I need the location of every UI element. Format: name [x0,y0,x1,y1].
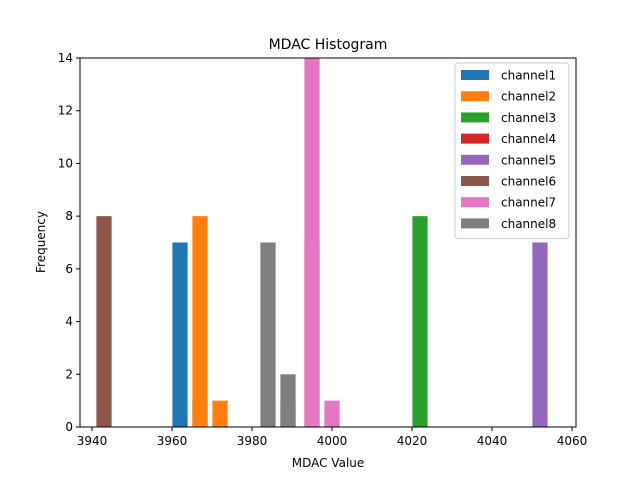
bars-layer [96,58,548,427]
bar-channel2-0 [192,216,208,427]
bar-channel5-0 [532,242,548,427]
y-tick-label: 10 [58,156,73,170]
bar-channel6-0 [96,216,112,427]
legend-swatch-channel5 [461,154,489,165]
legend-swatch-channel1 [461,70,489,80]
bar-channel1-0 [172,242,188,427]
y-tick-label: 6 [65,262,73,276]
legend-swatch-channel6 [461,176,489,186]
bar-channel3-0 [412,216,428,427]
x-axis-label: MDAC Value [292,456,365,470]
plot-area-frame [79,57,577,428]
x-tick-label: 4000 [317,434,348,448]
x-tick-label: 3960 [157,434,188,448]
y-axis-label: Frequency [34,211,48,273]
y-tick-label: 14 [58,51,73,65]
y-tick-label: 0 [65,420,73,434]
legend: channel1 channel2 channel3 channel4 channel5… [454,62,570,240]
chart-title: MDAC Histogram [269,37,388,53]
legend-frame [454,62,570,240]
x-tick-label: 3980 [237,434,268,448]
legend-label-channel6: channel6 [501,175,556,189]
x-axis: 3940 3960 3980 4000 4020 4040 4060 [77,427,588,448]
y-tick-label: 4 [65,315,73,329]
legend-swatch-channel2 [461,91,489,102]
bar-channel8-0 [260,242,276,427]
x-tick-label: 4020 [397,434,428,448]
x-tick-label: 4040 [477,434,508,448]
legend-label-channel7: channel7 [501,196,556,210]
y-tick-label: 8 [65,209,73,223]
bar-channel7-0 [304,58,320,427]
legend-swatch-channel4 [461,133,489,144]
legend-label-channel1: channel1 [501,69,556,83]
y-tick-label: 2 [65,367,73,381]
legend-label-channel3: channel3 [501,111,556,125]
legend-label-channel4: channel4 [501,132,556,146]
legend-swatch-channel3 [461,112,489,123]
x-tick-label: 3940 [77,434,108,448]
y-axis: 0 2 4 6 8 10 12 14 [58,51,80,434]
legend-swatch-channel8 [461,218,489,229]
legend-label-channel8: channel8 [501,217,556,231]
x-tick-label: 4060 [557,434,588,448]
legend-label-channel2: channel2 [501,90,556,104]
legend-swatch-channel7 [461,197,489,208]
bar-channel2-1 [212,400,228,427]
bar-channel8-1 [280,374,296,427]
bar-channel7-1 [324,400,340,427]
legend-label-channel5: channel5 [501,153,556,167]
y-tick-label: 12 [58,104,73,118]
